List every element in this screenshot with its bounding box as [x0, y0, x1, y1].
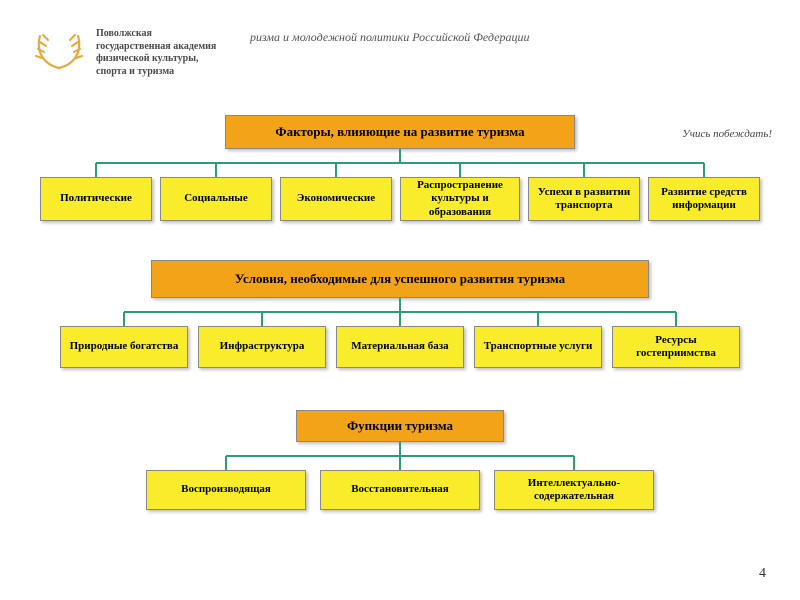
child-box: Воспроизводящая [146, 470, 306, 510]
child-box: Инфраструктура [198, 326, 326, 368]
section-functions: Фупкции туризма Воспроизводящая Восстанов… [0, 410, 800, 510]
child-box: Ресурсы гостеприимства [612, 326, 740, 368]
parent-factors: Факторы, влияющие на развитие туризма [225, 115, 575, 149]
children-factors: ПолитическиеСоциальныеЭкономическиеРаспр… [0, 177, 800, 221]
section-factors: Факторы, влияющие на развитие туризма По… [0, 115, 800, 221]
child-box: Восстановительная [320, 470, 480, 510]
children-functions: Воспроизводящая Восстановительная Интеллек… [0, 470, 800, 510]
child-box: Экономические [280, 177, 392, 221]
child-box: Распространение культуры и образования [400, 177, 520, 221]
child-box: Интеллектуально-содержательная [494, 470, 654, 510]
child-box: Материальная база [336, 326, 464, 368]
section-conditions: Условия, необходимые для успешного разви… [0, 260, 800, 368]
laurel-logo-icon [30, 28, 88, 72]
child-box: Развитие средств информации [648, 177, 760, 221]
parent-conditions: Условия, необходимые для успешного разви… [151, 260, 649, 298]
page-number: 4 [759, 566, 766, 582]
child-box: Политические [40, 177, 152, 221]
child-box: Успехи в развитии транспорта [528, 177, 640, 221]
subtitle: ризма и молодежной политики Российской Ф… [250, 30, 529, 45]
child-box: Социальные [160, 177, 272, 221]
children-conditions: Природные богатстваИнфраструктураМатериа… [0, 326, 800, 368]
child-box: Транспортные услуги [474, 326, 602, 368]
parent-functions: Фупкции туризма [296, 410, 504, 442]
org-name: Поволжскаягосударственная академияфизиче… [96, 28, 246, 78]
child-box: Природные богатства [60, 326, 188, 368]
